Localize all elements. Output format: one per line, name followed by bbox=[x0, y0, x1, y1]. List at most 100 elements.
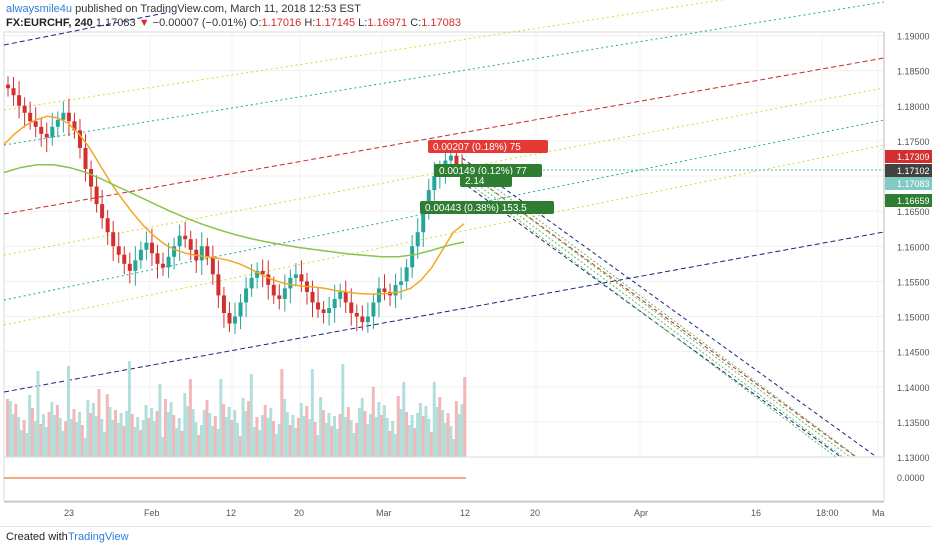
candle-body bbox=[22, 105, 27, 113]
volume-bar bbox=[36, 371, 40, 457]
candle-body bbox=[260, 270, 265, 275]
candle-body bbox=[210, 256, 215, 275]
volume-bar bbox=[330, 426, 334, 457]
volume-bar bbox=[360, 398, 364, 457]
volume-bar bbox=[374, 417, 378, 457]
volume-bar bbox=[108, 407, 112, 457]
price-tick-label: 1.14500 bbox=[897, 348, 930, 358]
oscillator-value: 0.0000 bbox=[897, 473, 925, 483]
annotation-text: 0.00443 (0.38%) 153.5 bbox=[425, 203, 527, 214]
volume-bar bbox=[14, 404, 18, 457]
channel-line bbox=[3, 1, 885, 146]
volume-bar bbox=[316, 435, 320, 457]
volume-bar bbox=[158, 384, 162, 457]
author-link[interactable]: alwaysmile4u bbox=[6, 3, 73, 15]
time-tick-label: 20 bbox=[530, 508, 540, 518]
annotation-box bbox=[428, 140, 548, 153]
volume-bar bbox=[335, 429, 339, 457]
volume-bar bbox=[438, 397, 442, 457]
price-axis[interactable]: 1.190001.185001.180001.175001.170001.165… bbox=[883, 32, 932, 463]
volume-bar bbox=[338, 414, 342, 457]
volume-bar bbox=[299, 403, 303, 457]
volume-bar bbox=[50, 402, 54, 457]
close-label: C: bbox=[410, 17, 422, 29]
volume-bar bbox=[277, 424, 281, 457]
candle-body bbox=[111, 232, 116, 247]
candle-body bbox=[177, 235, 182, 247]
volume-bar bbox=[125, 411, 129, 457]
candle-body bbox=[216, 274, 221, 296]
measure-annotations: 0.00207 (0.18%) 75 0.00149 (0.12%) 772.14… bbox=[420, 140, 554, 214]
price-label-text: 1.16659 bbox=[897, 196, 930, 206]
volume-bar bbox=[321, 410, 325, 457]
volume-bar bbox=[61, 431, 65, 457]
volume-bar bbox=[388, 431, 392, 457]
volume-bar bbox=[349, 420, 353, 457]
volume-bar bbox=[413, 428, 417, 457]
volume-bar bbox=[97, 389, 101, 457]
candle-body bbox=[410, 246, 415, 268]
candle-body bbox=[249, 277, 254, 289]
time-tick-label: 23 bbox=[64, 508, 74, 518]
candle-body bbox=[349, 302, 354, 313]
annotation-text: 0.00149 (0.12%) 77 bbox=[439, 166, 527, 177]
volume-bar bbox=[91, 403, 95, 457]
price-tick-label: 1.18000 bbox=[897, 102, 930, 112]
time-tick-label: 12 bbox=[460, 508, 470, 518]
volume-bar bbox=[266, 418, 270, 457]
tradingview-logo-icon[interactable]: TradingView bbox=[68, 531, 129, 543]
channel-line bbox=[3, 11, 171, 46]
volume-bar bbox=[78, 412, 82, 457]
volume-bar bbox=[94, 416, 98, 457]
volume-bar bbox=[346, 407, 350, 457]
volume-bar bbox=[352, 433, 356, 457]
volume-bar bbox=[89, 413, 93, 457]
volume-bar bbox=[410, 415, 414, 457]
volume-bar bbox=[186, 406, 190, 457]
candle-body bbox=[415, 232, 420, 247]
volume-bar bbox=[230, 420, 234, 457]
volume-bar bbox=[288, 425, 292, 457]
volume-bar bbox=[30, 408, 34, 457]
candle-body bbox=[155, 253, 160, 264]
channel-line bbox=[3, 0, 725, 111]
volume-bar bbox=[169, 402, 173, 457]
price-chart[interactable]: 0.00207 (0.18%) 75 0.00149 (0.12%) 772.14… bbox=[0, 0, 932, 526]
volume-bar bbox=[327, 413, 331, 457]
time-tick-label: Mar bbox=[376, 508, 392, 518]
footer: Created with TradingView bbox=[0, 526, 932, 551]
volume-bar bbox=[213, 416, 217, 457]
candle-body bbox=[382, 288, 387, 292]
volume-bar bbox=[172, 415, 176, 457]
time-axis[interactable]: 23 Feb 12 20 Mar 12 20 Apr 16 18:00 Ma bbox=[4, 501, 885, 518]
price-tick-label: 1.15000 bbox=[897, 313, 930, 323]
volume-bar bbox=[8, 401, 12, 457]
volume-bar bbox=[355, 423, 359, 457]
time-tick-label: Ma bbox=[872, 508, 885, 518]
volume-bar bbox=[64, 421, 68, 457]
price-label-text: 1.17083 bbox=[897, 179, 930, 189]
volume-bar bbox=[227, 407, 231, 457]
volume-bar bbox=[175, 428, 179, 457]
volume-bar bbox=[100, 419, 104, 457]
volume-bar bbox=[144, 405, 148, 457]
time-tick-label: 18:00 bbox=[816, 508, 839, 518]
volume-bar bbox=[236, 423, 239, 457]
volume-bar bbox=[341, 364, 345, 457]
price-tick-label: 1.14000 bbox=[897, 383, 930, 393]
volume-bar bbox=[441, 410, 445, 457]
candle-body bbox=[282, 288, 287, 299]
candle-body bbox=[454, 155, 459, 166]
candle-body bbox=[221, 295, 226, 313]
volume-bar bbox=[233, 410, 237, 457]
volume-bar bbox=[302, 416, 306, 457]
candle-body bbox=[233, 316, 237, 324]
volume-bar bbox=[393, 434, 397, 457]
volume-bar bbox=[285, 412, 289, 457]
candle-body bbox=[149, 242, 154, 254]
volume-bar bbox=[255, 417, 259, 457]
price-tick-label: 1.18500 bbox=[897, 67, 930, 77]
channel-line bbox=[3, 231, 885, 393]
volume-bar bbox=[244, 411, 248, 457]
candle-body bbox=[44, 133, 49, 138]
